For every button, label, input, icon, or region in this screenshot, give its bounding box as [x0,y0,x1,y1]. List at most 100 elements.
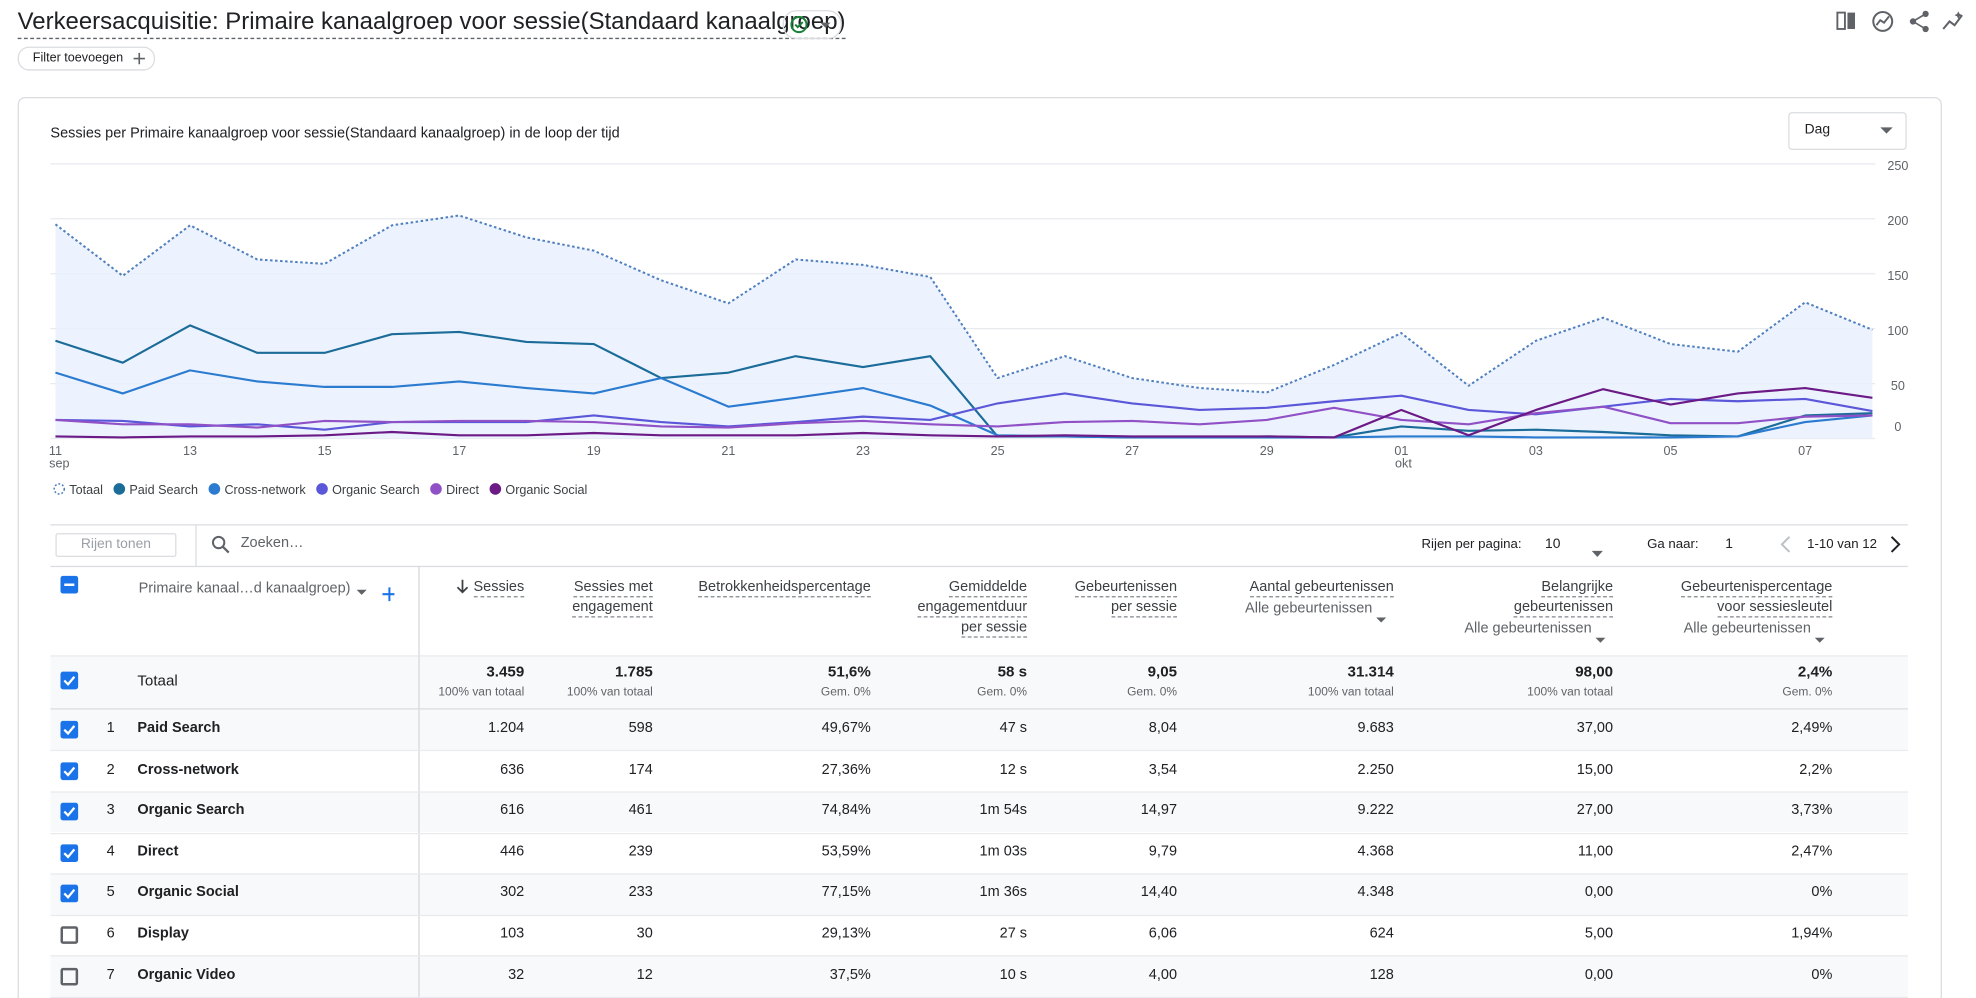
row-checkbox[interactable] [60,967,79,985]
row-checkbox[interactable] [60,926,79,944]
row-index: 3 [106,802,115,819]
row-value: 15,00 [1576,761,1614,778]
row-value: 77,15% [821,885,871,901]
dimension-dropdown[interactable] [356,586,397,602]
row-value: 446 [500,844,525,860]
row-checkbox[interactable] [60,802,79,821]
rows-per-page-value[interactable]: 10 [1545,536,1561,552]
legend-label: Totaal [69,483,103,497]
row-value: 0,00 [1584,967,1614,983]
x-tick-label: 27 [1125,444,1139,458]
show-rows-button[interactable]: Rijen tonen [55,533,177,558]
filter-button[interactable]: Filter toevoegen [17,46,155,71]
row-value: 37,5% [829,967,871,983]
column-header[interactable]: Gebeurtenispercentage [1680,578,1833,598]
row-name[interactable]: Paid Search [137,720,221,736]
row-value: 11,00 [1577,844,1614,860]
row-value: 27,00 [1576,802,1614,819]
divider [50,873,1908,875]
arrow [1814,637,1825,643]
arrow-down [456,579,469,594]
row-value: 4.348 [1357,885,1394,901]
row-checkbox[interactable] [60,885,79,903]
period-selector[interactable]: Dag [1788,112,1907,150]
legend-label: Organic Social [505,483,587,497]
row-band [50,709,1908,751]
x-tick-label: 13 [183,444,197,458]
series-line [55,369,1873,439]
divider [50,955,1908,957]
legend-label: Cross-network [224,483,306,497]
period-label: Dag [1804,122,1831,138]
y-tick-label: 50 [1891,379,1905,393]
check-icon [63,676,76,686]
row-name[interactable]: Cross-network [137,761,239,778]
column-header[interactable]: Sessies met [573,578,653,598]
row-value: 14,40 [1140,885,1178,901]
row-checkbox[interactable] [60,844,79,862]
row-name[interactable]: Display [137,926,189,942]
x-tick-label: 07 [1798,444,1812,458]
row-name[interactable]: Direct [137,844,179,860]
search-icon [210,534,230,554]
totals-value: 9,05 [1147,662,1178,681]
row-checkbox[interactable] [60,720,79,739]
x-tick-label: 11 [49,444,62,458]
y-tick-label: 0 [1894,420,1901,434]
table: Rijen tonen Zoeken… Rijen per pagina: 10 Ga … [50,524,1908,998]
column-header[interactable]: Gemiddelde [948,578,1028,598]
column-header[interactable]: Betrokkenheidspercentage [698,578,871,598]
search-input[interactable]: Zoeken… [240,535,304,551]
dimension-header[interactable]: Primaire kanaal…d kanaalgroep) [138,580,351,597]
column-header[interactable]: Gebeurtenissen [1074,578,1178,598]
row-name[interactable]: Organic Video [137,967,236,983]
row-value: 12 s [999,761,1028,778]
row-value: 49,67% [821,720,871,736]
row-value: 30 [636,926,653,942]
column-header[interactable]: per sessie [961,619,1028,638]
series-line [54,214,1873,394]
totals-checkbox[interactable] [60,671,79,690]
row-value: 233 [628,885,653,901]
sort-arrow [456,578,469,594]
next-page[interactable] [1888,536,1903,554]
event-filter[interactable]: Alle gebeurtenissen [1245,601,1373,617]
column-header[interactable]: engagementduur [917,599,1028,618]
column-header[interactable]: Belangrijke [1541,578,1614,598]
row-name[interactable]: Organic Search [137,802,245,819]
arrow [1595,637,1606,643]
column-header[interactable]: Aantal gebeurtenissen [1249,578,1394,598]
column-header[interactable]: engagement [572,599,653,618]
event-filter[interactable]: Alle gebeurtenissen [1683,621,1811,637]
totals-value: 31.314 [1347,662,1394,681]
row-value: 1m 36s [979,885,1028,901]
prev-page[interactable] [1778,536,1793,554]
event-filter-arrow [1595,628,1606,643]
row-value: 53,59% [821,844,871,860]
event-filter[interactable]: Alle gebeurtenissen [1464,621,1592,637]
column-header[interactable]: gebeurtenissen [1513,599,1614,618]
row-name[interactable]: Organic Social [137,885,239,901]
legend-label: Direct [446,483,479,497]
totals-value: 58 s [997,662,1028,681]
filter-label: Filter toevoegen [32,51,124,66]
column-header[interactable]: per sessie [1110,599,1178,618]
totals-note: 100% van totaal [1307,685,1394,700]
select-all-checkbox[interactable] [60,575,79,594]
row-checkbox[interactable] [60,761,79,780]
rows-per-page-label: Rijen per pagina: [1421,536,1522,552]
series-line [55,386,1873,439]
row-value: 3,54 [1148,761,1178,778]
row-value: 27 s [999,926,1028,942]
row-value: 10 s [999,967,1028,983]
status-badge[interactable] [782,10,842,40]
divider [50,565,1908,568]
toolbar-icons[interactable] [1830,6,1969,36]
column-header[interactable]: Sessies [473,578,525,598]
row-value: 0,00 [1584,885,1614,901]
column-header[interactable]: voor sessiesleutel [1717,599,1833,618]
goto-input[interactable]: 1 [1725,536,1733,552]
x-tick-label: 03 [1529,444,1543,458]
totals-note: 100% van totaal [438,685,525,700]
x-tick-label: 23 [856,444,870,458]
